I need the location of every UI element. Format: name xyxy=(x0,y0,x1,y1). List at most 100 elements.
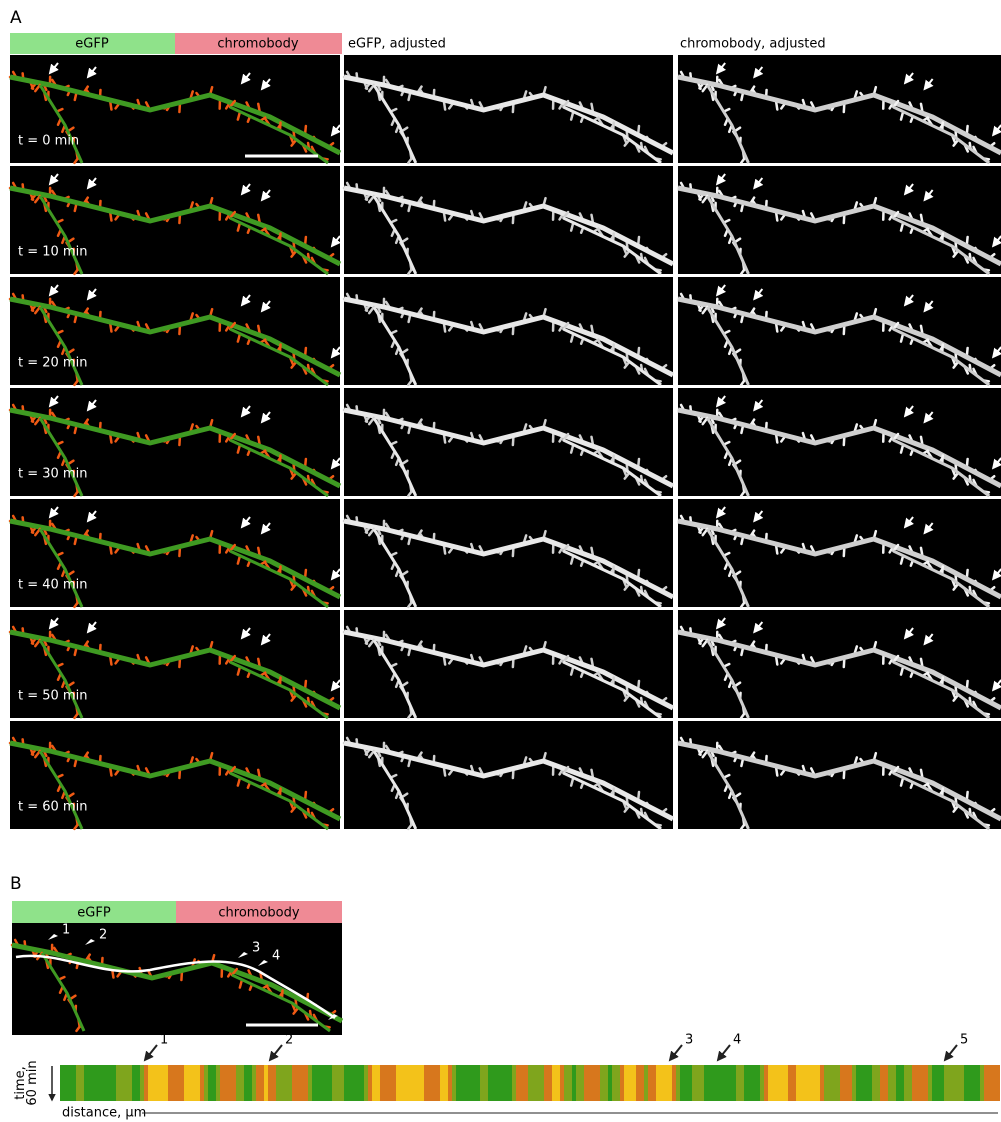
kymograph-strip xyxy=(620,1065,624,1101)
dendrite xyxy=(676,625,1001,720)
kymograph-strip xyxy=(832,1065,836,1101)
kymograph-strip xyxy=(852,1065,856,1101)
shaft xyxy=(562,771,662,831)
kymograph-strip xyxy=(372,1065,376,1101)
time-label: t = 20 min xyxy=(18,356,87,371)
kymograph-strip xyxy=(752,1065,756,1101)
kymograph-strip xyxy=(576,1065,580,1101)
kymograph-strip xyxy=(912,1065,916,1101)
arrow xyxy=(48,617,59,630)
arrow xyxy=(753,66,764,79)
kymograph-strip xyxy=(464,1065,468,1101)
kymograph-strip xyxy=(164,1065,168,1101)
kymograph-strip xyxy=(544,1065,548,1101)
kymograph-strip xyxy=(492,1065,496,1101)
arrow xyxy=(260,522,271,535)
kymograph-strip xyxy=(908,1065,912,1101)
dendrite xyxy=(8,403,342,498)
kymograph-strip xyxy=(796,1065,800,1101)
kymograph-strip xyxy=(932,1065,936,1101)
shaft xyxy=(9,518,342,600)
kymograph-strip xyxy=(296,1065,300,1101)
kymograph-strip xyxy=(788,1065,792,1101)
kymograph-strip xyxy=(916,1065,920,1101)
kymograph-strip xyxy=(844,1065,848,1101)
kymograph-arrow-label: 5 xyxy=(960,1033,968,1048)
kymograph-strip xyxy=(872,1065,876,1101)
shaft xyxy=(38,639,84,719)
kymograph-strip xyxy=(384,1065,388,1101)
shaft xyxy=(706,195,750,275)
kymograph-strip xyxy=(704,1065,708,1101)
dendrite xyxy=(676,70,1001,165)
kymograph-strip xyxy=(716,1065,720,1101)
kymograph-strip xyxy=(216,1065,220,1101)
micrograph xyxy=(678,721,1001,829)
time-label: t = 10 min xyxy=(18,245,87,260)
kymograph-strip xyxy=(976,1065,980,1101)
kymograph-strip xyxy=(520,1065,524,1101)
arrow xyxy=(991,346,1001,359)
kymograph-strip xyxy=(460,1065,464,1101)
shaft xyxy=(562,216,662,276)
dendrite xyxy=(342,181,675,276)
header-bar xyxy=(176,901,342,923)
kymograph-strip xyxy=(920,1065,924,1101)
micrograph xyxy=(344,55,673,163)
kymograph-strip xyxy=(840,1065,844,1101)
kymograph-strip xyxy=(812,1065,816,1101)
kymograph-strip xyxy=(328,1065,332,1101)
kymograph-strip xyxy=(276,1065,280,1101)
time-label: t = 50 min xyxy=(18,689,87,704)
micrograph xyxy=(344,388,673,496)
kymograph-strip xyxy=(784,1065,788,1101)
kymograph-arrow-label: 2 xyxy=(285,1033,293,1048)
shaft xyxy=(38,528,84,608)
shaft xyxy=(38,84,84,164)
kymograph-strip xyxy=(424,1065,428,1101)
kymograph-strip xyxy=(72,1065,76,1101)
kymograph-strip xyxy=(580,1065,584,1101)
kymograph-strip xyxy=(128,1065,132,1101)
arrow xyxy=(715,173,727,186)
arrow xyxy=(991,568,1001,581)
kymograph-strip xyxy=(608,1065,612,1101)
kymograph-strip xyxy=(568,1065,572,1101)
kymograph-strip xyxy=(448,1065,452,1101)
arrow xyxy=(260,300,271,313)
kymograph-strip xyxy=(968,1065,972,1101)
kymograph-strip xyxy=(640,1065,644,1101)
arrow xyxy=(903,405,914,418)
kymograph-arrow xyxy=(143,1044,158,1062)
kymograph-strip xyxy=(692,1065,696,1101)
kymograph-strip xyxy=(88,1065,92,1101)
dendrite xyxy=(8,292,342,387)
kymograph-arrow xyxy=(716,1044,731,1062)
kymograph-strip xyxy=(988,1065,992,1101)
kymograph-strip xyxy=(500,1065,504,1101)
dendrite xyxy=(8,514,342,609)
kymograph-strip xyxy=(320,1065,324,1101)
shaft xyxy=(562,660,662,720)
kymograph-strip xyxy=(392,1065,396,1101)
dendrite xyxy=(676,181,1001,276)
kymograph-strip xyxy=(748,1065,752,1101)
arrow xyxy=(923,300,934,313)
kymograph-strip xyxy=(112,1065,116,1101)
kymograph-strip xyxy=(228,1065,232,1101)
header: chromobody xyxy=(217,37,298,52)
kymograph-strip xyxy=(772,1065,776,1101)
kymograph-strip xyxy=(324,1065,328,1101)
kymograph-strip xyxy=(684,1065,688,1101)
kymograph-strip xyxy=(792,1065,796,1101)
micrograph xyxy=(344,610,673,718)
dendrite xyxy=(8,181,342,276)
time-label: t = 30 min xyxy=(18,467,87,482)
shaft xyxy=(9,296,342,378)
shaft xyxy=(677,74,1001,156)
kymograph-strip xyxy=(680,1065,684,1101)
kymograph-strip xyxy=(900,1065,904,1101)
arrow xyxy=(753,621,764,634)
kymograph-strip xyxy=(144,1065,148,1101)
kymograph-strip xyxy=(720,1065,724,1101)
